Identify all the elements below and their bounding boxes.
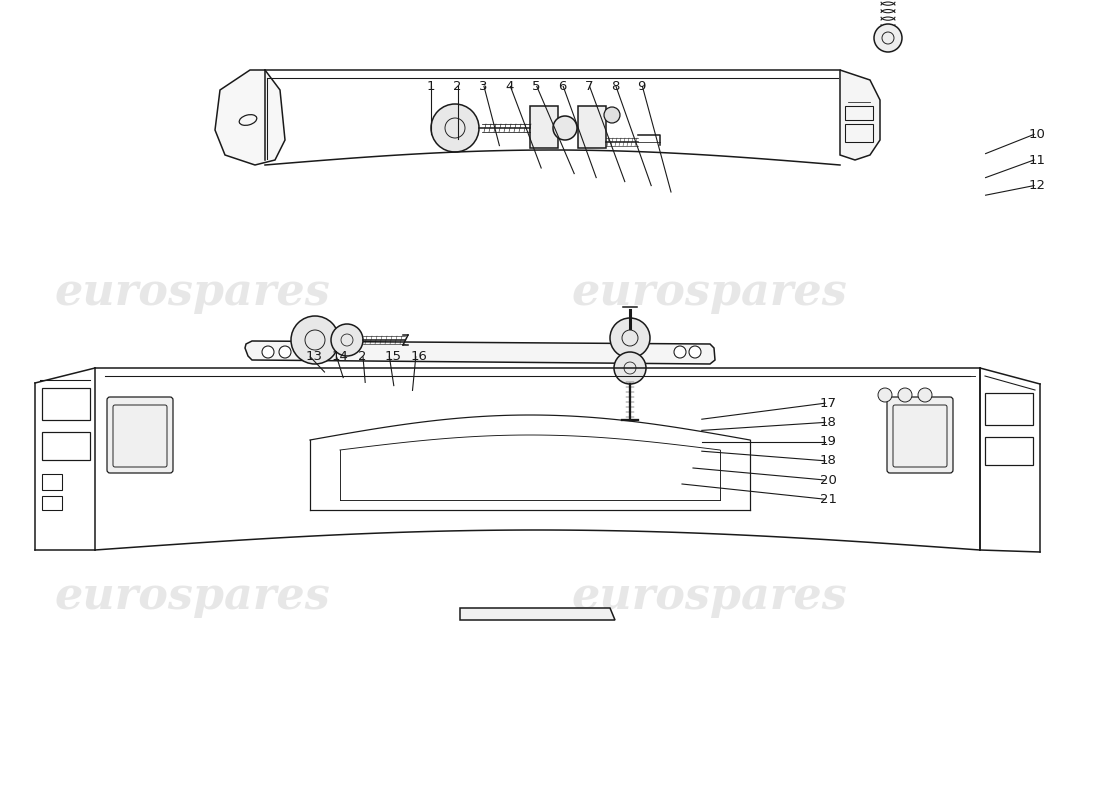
Text: 18: 18 [820,454,837,467]
Text: 9: 9 [637,80,646,93]
Text: 2: 2 [452,80,461,93]
Circle shape [292,316,339,364]
Circle shape [614,352,646,384]
Text: 3: 3 [478,80,487,93]
Circle shape [874,24,902,52]
Bar [845,124,873,142]
Text: 6: 6 [558,80,566,93]
Circle shape [331,324,363,356]
Text: 11: 11 [1028,154,1046,166]
Text: 16: 16 [410,350,428,363]
Text: eurospares: eurospares [572,574,848,618]
Circle shape [604,107,620,123]
Polygon shape [214,70,285,165]
Text: eurospares: eurospares [55,574,331,618]
Bar [42,496,62,510]
Text: 14: 14 [331,350,349,363]
Circle shape [674,346,686,358]
Polygon shape [460,608,615,620]
Circle shape [279,346,292,358]
Bar [530,106,558,148]
Bar [42,388,90,420]
Circle shape [898,388,912,402]
Text: 21: 21 [820,493,837,506]
Bar [845,106,873,120]
Circle shape [262,346,274,358]
Text: 7: 7 [584,80,593,93]
Text: eurospares: eurospares [55,270,331,314]
Text: 10: 10 [1028,128,1046,141]
Bar [42,432,90,460]
Text: 12: 12 [1028,179,1046,192]
Text: 20: 20 [820,474,837,486]
Polygon shape [840,70,880,160]
Text: 18: 18 [820,416,837,429]
Bar [578,106,606,148]
Circle shape [878,388,892,402]
Text: 2: 2 [358,350,366,363]
Circle shape [610,318,650,358]
Bar [984,393,1033,425]
Text: 17: 17 [820,397,837,410]
Text: 4: 4 [505,80,514,93]
Circle shape [431,104,478,152]
FancyBboxPatch shape [107,397,173,473]
Circle shape [918,388,932,402]
FancyBboxPatch shape [887,397,953,473]
Circle shape [553,116,578,140]
Text: 8: 8 [610,80,619,93]
Text: 19: 19 [820,435,837,448]
Text: 1: 1 [426,80,434,93]
Text: 15: 15 [384,350,402,363]
Text: 5: 5 [531,80,540,93]
Text: eurospares: eurospares [572,270,848,314]
Polygon shape [245,341,715,364]
Circle shape [689,346,701,358]
Text: 13: 13 [305,350,322,363]
Bar [42,474,62,490]
Bar [984,437,1033,465]
